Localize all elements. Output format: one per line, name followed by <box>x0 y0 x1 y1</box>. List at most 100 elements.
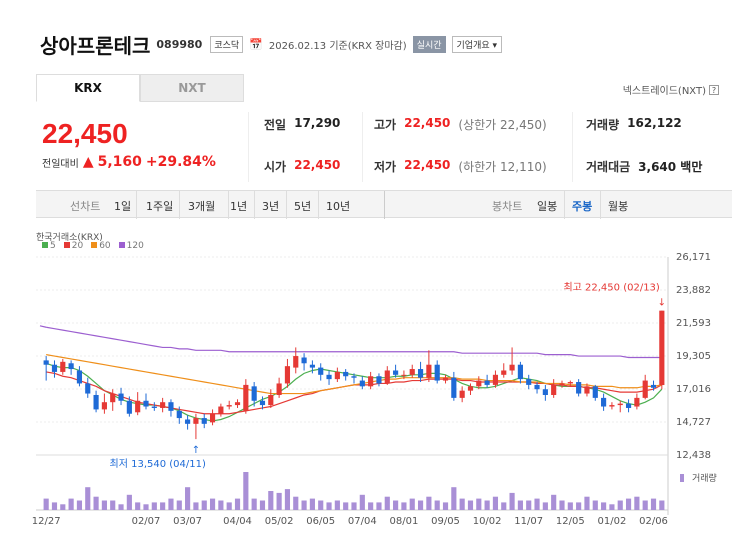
volume-bar <box>526 500 532 510</box>
volume-bar <box>393 500 399 510</box>
candle-body <box>209 413 216 423</box>
candle-body <box>268 394 274 406</box>
candle-body <box>659 310 665 386</box>
candle-body <box>368 376 374 387</box>
tab-krx[interactable]: KRX <box>36 74 140 102</box>
volume-bar <box>259 500 266 510</box>
period-daily[interactable]: 일봉 <box>537 200 558 213</box>
tab-nxt[interactable]: NXT <box>140 74 244 102</box>
help-icon[interactable]: ? <box>709 84 719 95</box>
y-tick-label: 23,882 <box>676 285 711 296</box>
divider <box>286 191 287 219</box>
period-10y[interactable]: 10년 <box>326 200 351 213</box>
stat-label: 전일 <box>264 118 287 132</box>
divider <box>228 191 229 219</box>
volume-bar <box>642 500 648 510</box>
volume-bar <box>276 492 282 510</box>
stat-label: 거래대금 <box>586 160 631 174</box>
volume-bar <box>326 502 332 510</box>
volume-bar <box>51 502 58 510</box>
volume-bar <box>509 492 515 510</box>
period-1y[interactable]: 1년 <box>230 200 248 213</box>
candle-body <box>551 384 557 395</box>
high-annotation: 최고 22,450 (02/13) <box>563 282 659 294</box>
candle-body <box>584 386 590 394</box>
volume-label: 거래량 <box>692 472 717 484</box>
ma-line-120 <box>46 326 662 359</box>
volume-bar <box>551 494 557 510</box>
realtime-button[interactable]: 실시간 <box>412 36 446 53</box>
volume-bar <box>343 502 349 510</box>
x-tick-label: 03/07 <box>173 516 202 527</box>
period-1w[interactable]: 1주일 <box>146 200 174 213</box>
period-weekly[interactable]: 주봉 <box>572 200 593 213</box>
candle-body <box>417 369 424 378</box>
stat-volume: 거래량 162,122 <box>586 116 682 133</box>
x-tick-label: 05/02 <box>265 516 294 527</box>
volume-bar <box>650 498 657 510</box>
candle-body <box>576 382 582 394</box>
volume-bar <box>318 500 324 510</box>
down-arrow-icon: ↓ <box>658 298 666 309</box>
volume-bar <box>309 498 315 510</box>
candle-body <box>201 418 207 424</box>
ma-line-120 <box>39 325 47 328</box>
candle-body <box>343 371 349 377</box>
candle-body <box>384 370 390 384</box>
volume-bar <box>492 496 499 510</box>
volume-bar <box>60 504 66 510</box>
stock-code: 089980 <box>156 38 203 51</box>
line-chart-label: 선차트 <box>70 200 101 213</box>
period-3m[interactable]: 3개월 <box>188 200 216 213</box>
volume-bar <box>484 500 490 510</box>
volume-bar <box>368 502 374 510</box>
candle-body <box>634 397 640 407</box>
candle-body <box>501 370 507 375</box>
stat-value: 22,450 <box>294 158 341 172</box>
candle-body <box>476 380 482 387</box>
candle-body <box>226 405 232 407</box>
stat-prev: 전일 17,290 <box>264 116 340 133</box>
volume-bar <box>76 500 83 510</box>
up-arrow-icon: ▲ <box>82 154 94 170</box>
candle-body <box>517 364 523 380</box>
x-tick-label: 07/04 <box>348 516 377 527</box>
x-tick-label: 12/27 <box>32 516 61 527</box>
up-arrow-icon: ↑ <box>192 445 200 456</box>
candle-body <box>542 389 548 395</box>
volume-bar <box>384 496 390 510</box>
stock-name: 상아프론테크 <box>40 34 151 58</box>
volume-bar <box>609 504 615 510</box>
period-monthly[interactable]: 월봉 <box>608 200 629 213</box>
volume-bar <box>110 500 116 510</box>
period-5y[interactable]: 5년 <box>294 200 312 213</box>
candle-body <box>492 374 499 385</box>
candle-body <box>617 403 623 406</box>
candle-body <box>51 364 58 372</box>
candle-body <box>160 402 166 408</box>
candle-body <box>126 400 132 414</box>
company-overview-button[interactable]: 기업개요 ▾ <box>451 36 503 53</box>
volume-bar <box>176 500 182 510</box>
change-percent: +29.84% <box>145 154 216 170</box>
calendar-icon: 📅 <box>249 38 263 51</box>
volume-bar <box>193 502 199 510</box>
stat-value: 3,640 백만 <box>638 160 703 174</box>
nxt-link[interactable]: 넥스트레이드(NXT) ? <box>623 82 719 97</box>
stock-chart[interactable]: 26,171 23,882 21,593 19,305 17,016 14,727 12,4… <box>0 245 733 545</box>
volume-bar <box>251 498 257 510</box>
period-1d[interactable]: 1일 <box>114 200 132 213</box>
volume-bar <box>85 487 91 510</box>
candle-body <box>609 405 615 407</box>
candle-body <box>426 364 432 378</box>
divider <box>600 191 601 219</box>
stat-value: 22,450 <box>404 116 451 130</box>
stat-label: 시가 <box>264 160 287 174</box>
stat-open: 시가 22,450 <box>264 158 340 175</box>
candle-body <box>393 370 399 375</box>
period-3y[interactable]: 3년 <box>262 200 280 213</box>
candle-body <box>459 390 465 398</box>
volume-bar <box>151 502 157 510</box>
volume-bar <box>135 502 141 510</box>
candle-body <box>451 377 457 398</box>
